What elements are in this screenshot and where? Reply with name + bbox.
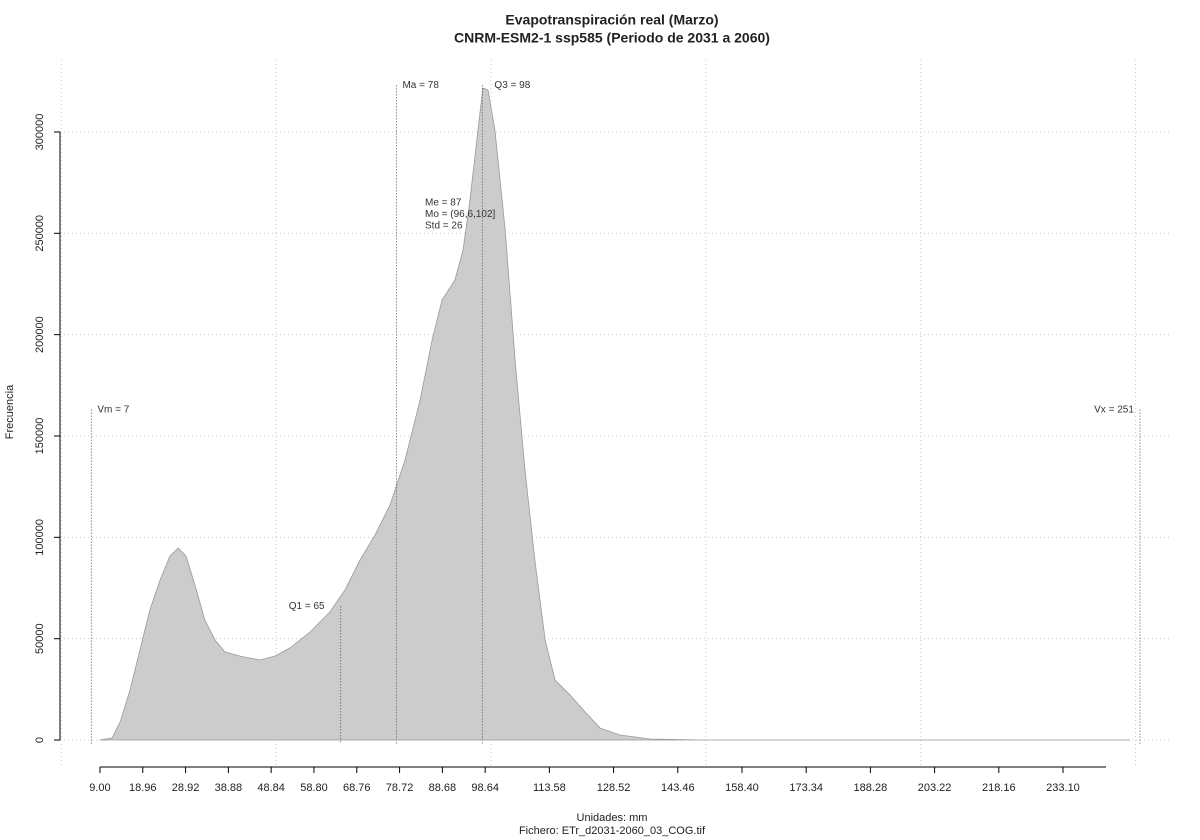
x-tick-label: 88.68: [429, 782, 457, 794]
x-tick-label: 203.22: [918, 782, 952, 794]
x-tick-label: 128.52: [597, 782, 631, 794]
y-tick-label: 250000: [34, 215, 46, 252]
stat-label: Std = 26: [425, 221, 463, 232]
y-tick-label: 150000: [34, 418, 46, 455]
chart-title: Evapotranspiración real (Marzo): [505, 12, 718, 28]
marker-label: Q1 = 65: [289, 601, 325, 612]
x-tick-label: 218.16: [982, 782, 1016, 794]
y-tick-label: 100000: [34, 519, 46, 556]
y-tick-label: 0: [34, 737, 46, 743]
y-tick-label: 50000: [34, 623, 46, 654]
x-tick-label: 38.88: [215, 782, 243, 794]
x-tick-label: 98.64: [471, 782, 499, 794]
marker-label: Vx = 251: [1094, 404, 1134, 415]
x-tick-label: 158.40: [725, 782, 759, 794]
x-tick-label: 28.92: [172, 782, 200, 794]
marker-label: Q3 = 98: [494, 80, 530, 91]
x-tick-label: 188.28: [854, 782, 888, 794]
stat-label: Mo = (96,6,102]: [425, 209, 496, 220]
y-tick-label: 200000: [34, 316, 46, 353]
chart-subtitle: CNRM-ESM2-1 ssp585 (Periodo de 2031 a 20…: [454, 30, 770, 46]
x-tick-label: 233.10: [1046, 782, 1080, 794]
x-tick-label: 78.72: [386, 782, 414, 794]
y-tick-label: 300000: [34, 114, 46, 151]
x-tick-label: 18.96: [129, 782, 157, 794]
x-axis-label: Unidades: mm: [577, 812, 648, 824]
x-tick-label: 173.34: [789, 782, 823, 794]
y-axis-label: Frecuencia: [4, 384, 16, 439]
x-tick-label: 143.46: [661, 782, 695, 794]
x-tick-label: 9.00: [89, 782, 110, 794]
x-tick-label: 48.84: [257, 782, 285, 794]
area: [99, 87, 1131, 741]
x-tick-label: 68.76: [343, 782, 371, 794]
caption: Fichero: ETr_d2031-2060_03_COG.tif: [519, 825, 706, 837]
marker-label: Vm = 7: [97, 404, 129, 415]
marker-label: Ma = 78: [402, 80, 439, 91]
x-tick-label: 113.58: [533, 782, 566, 794]
stat-label: Me = 87: [425, 198, 462, 209]
x-tick-label: 58.80: [300, 782, 328, 794]
